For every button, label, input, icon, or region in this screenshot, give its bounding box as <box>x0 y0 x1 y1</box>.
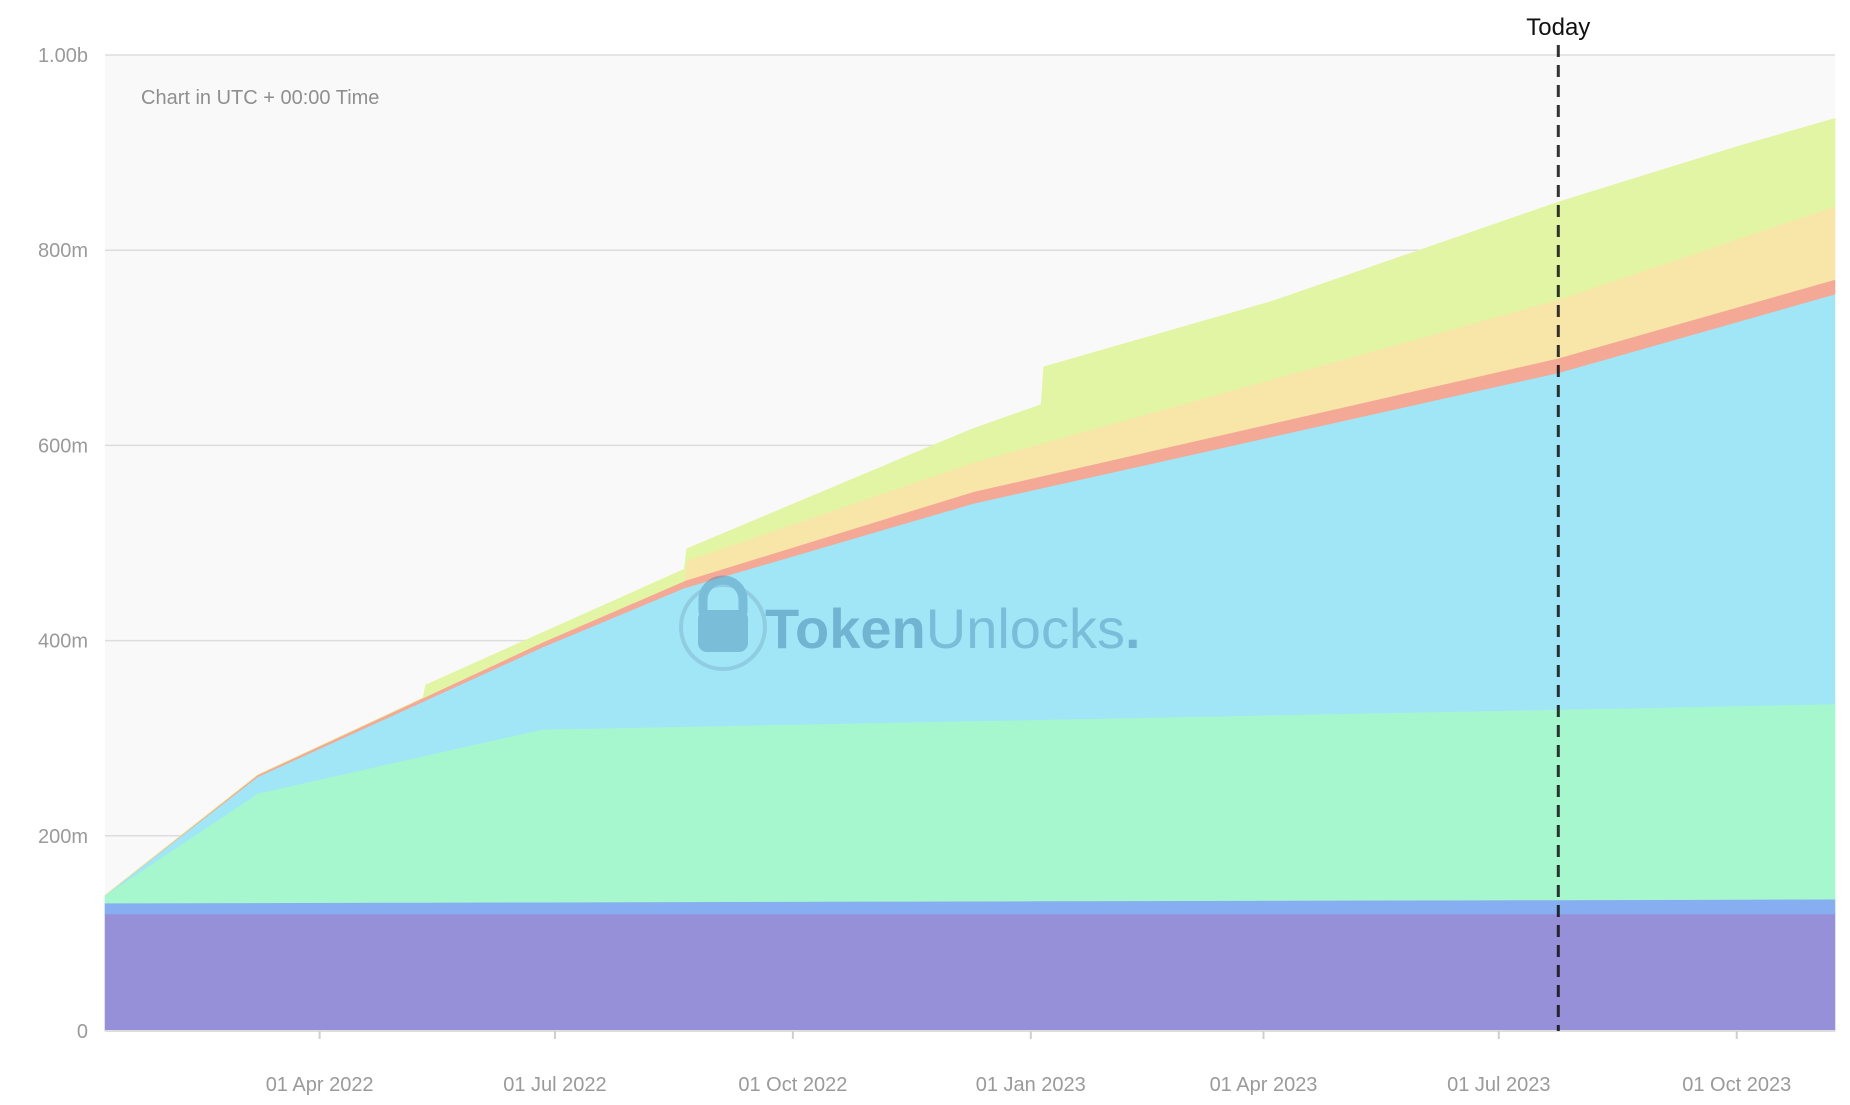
watermark: TokenUnlocks. <box>679 575 1141 671</box>
y-tick-label: 600m <box>38 435 88 457</box>
y-tick-label: 800m <box>38 240 88 262</box>
x-tick-label: 01 Oct 2023 <box>1682 1074 1791 1096</box>
y-tick-label: 200m <box>38 826 88 848</box>
watermark-text: TokenUnlocks. <box>765 597 1141 660</box>
x-tick-label: 01 Jan 2023 <box>976 1074 1086 1096</box>
area-series-7 <box>104 118 1836 896</box>
watermark-dot: . <box>1125 597 1141 660</box>
y-tick-label: 1.00b <box>38 45 88 67</box>
x-tick-label: 01 Apr 2022 <box>266 1074 374 1096</box>
lock-icon <box>679 575 767 671</box>
today-marker: Today <box>1526 14 1590 1031</box>
x-tick-label: 01 Oct 2022 <box>738 1074 847 1096</box>
x-tick-label: 01 Jul 2023 <box>1447 1074 1550 1096</box>
today-label: Today <box>1526 14 1590 41</box>
watermark-brand-bold: Token <box>765 597 926 660</box>
x-tick-label: 01 Apr 2023 <box>1210 1074 1318 1096</box>
area-series-1 <box>104 913 1836 1032</box>
watermark-brand-light: Unlocks <box>926 597 1125 660</box>
axes: 0 200m 400m 600m 800m 1.00b 01 Apr 2022 01 Jul … <box>38 45 1835 1096</box>
y-tick-label: 400m <box>38 631 88 653</box>
area-series-group <box>104 118 1836 1032</box>
y-tick-label: 0 <box>77 1021 88 1043</box>
x-tick-label: 01 Jul 2022 <box>503 1074 606 1096</box>
timezone-note: Chart in UTC + 00:00 Time <box>141 87 379 109</box>
